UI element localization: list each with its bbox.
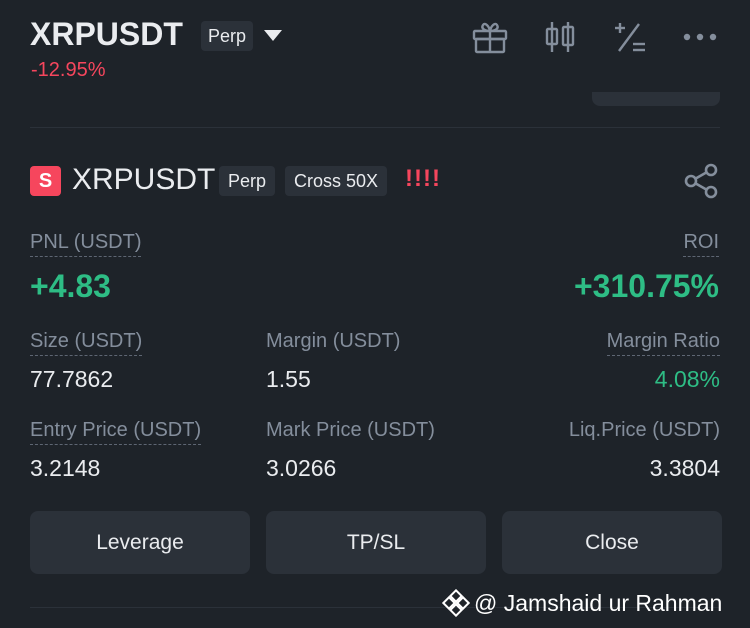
calculator-icon[interactable]: [611, 20, 649, 54]
binance-logo-icon: [442, 589, 470, 617]
roi-value: +310.75%: [573, 268, 719, 304]
margin-value: 1.55: [266, 366, 311, 392]
close-position-button[interactable]: Close: [502, 511, 722, 574]
collapsed-panel-handle[interactable]: [592, 92, 720, 106]
roi-label[interactable]: ROI: [683, 231, 719, 257]
candlestick-icon[interactable]: [541, 20, 579, 54]
position-symbol[interactable]: XRPUSDT: [72, 163, 216, 196]
margin-ratio-value: 4.08%: [654, 366, 720, 392]
size-label[interactable]: Size (USDT): [30, 330, 143, 356]
size-value: 77.7862: [30, 366, 114, 392]
entry-price-label[interactable]: Entry Price (USDT): [30, 419, 202, 445]
chevron-down-icon[interactable]: [264, 30, 282, 41]
divider: [30, 607, 720, 608]
divider: [30, 127, 720, 128]
position-contract-tag: Perp: [219, 166, 276, 196]
gift-icon[interactable]: [471, 20, 509, 54]
pnl-value: +4.83: [30, 268, 111, 304]
header: XRPUSDT Perp -12.95%: [0, 0, 750, 95]
symbol-title[interactable]: XRPUSDT: [30, 16, 183, 52]
margin-label: Margin (USDT): [266, 330, 401, 352]
pnl-label[interactable]: PNL (USDT): [30, 231, 142, 257]
mark-price-label: Mark Price (USDT): [266, 419, 435, 441]
price-change-percent: -12.95%: [31, 59, 106, 81]
liq-price-label: Liq.Price (USDT): [568, 419, 720, 441]
mark-price-value: 3.0266: [266, 455, 337, 481]
entry-price-value: 3.2148: [30, 455, 101, 481]
margin-ratio-label[interactable]: Margin Ratio: [606, 330, 720, 356]
risk-warning-indicator[interactable]: !!!!: [405, 165, 441, 192]
tpsl-button[interactable]: TP/SL: [266, 511, 486, 574]
margin-mode-tag[interactable]: Cross 50X: [285, 166, 388, 196]
watermark-text: @ Jamshaid ur Rahman: [474, 589, 723, 616]
contract-type-tag: Perp: [201, 21, 254, 51]
share-icon[interactable]: [682, 162, 720, 200]
leverage-button[interactable]: Leverage: [30, 511, 250, 574]
side-badge: S: [30, 166, 61, 196]
more-icon[interactable]: [681, 20, 719, 54]
liq-price-value: 3.3804: [649, 455, 720, 481]
watermark: @ Jamshaid ur Rahman: [442, 588, 722, 618]
